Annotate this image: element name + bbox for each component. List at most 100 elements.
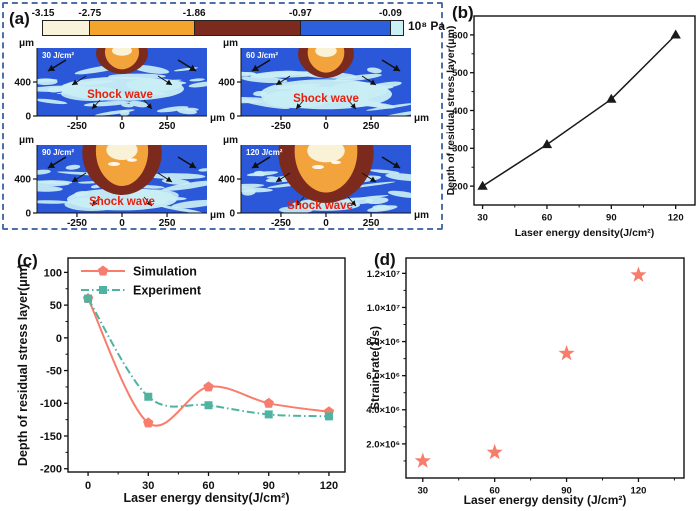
svg-text:250: 250 xyxy=(363,121,380,132)
svg-text:μm: μm xyxy=(210,210,225,221)
svg-text:500: 500 xyxy=(452,68,468,79)
svg-text:60 J/cm²: 60 J/cm² xyxy=(246,51,278,60)
panel-b-label: (b) xyxy=(452,3,474,22)
svg-text:μm: μm xyxy=(210,113,225,124)
svg-text:-250: -250 xyxy=(67,218,87,229)
svg-text:250: 250 xyxy=(159,121,176,132)
chart-sim-vs-experiment: 0 30 60 90 120 100 50 0 -50 -100 -150 -200 Simulatio… xyxy=(15,250,372,511)
colorbar-segment xyxy=(43,21,90,35)
svg-text:30 J/cm²: 30 J/cm² xyxy=(42,51,74,60)
svg-text:400: 400 xyxy=(218,78,235,89)
svg-text:400: 400 xyxy=(14,78,31,89)
svg-text:μm: μm xyxy=(414,210,429,221)
svg-text:6.0×10⁶: 6.0×10⁶ xyxy=(366,371,400,382)
colorbar-segment xyxy=(389,21,403,35)
svg-text:2.0×10⁶: 2.0×10⁶ xyxy=(366,439,400,450)
svg-text:4.0×10⁶: 4.0×10⁶ xyxy=(366,405,400,416)
svg-text:600: 600 xyxy=(452,30,468,41)
chart-d-svg: 30 60 90 120 2.0×10⁶ 4.0×10⁶ 6.0×10⁶ 8.0×10⁶ 1.0… xyxy=(366,257,685,507)
chart-b-svg: 30 60 90 120 200 300 400 500 600 Laser energy den… xyxy=(445,15,696,239)
svg-text:250: 250 xyxy=(363,218,380,229)
svg-text:Simulation: Simulation xyxy=(133,265,197,279)
svg-text:400: 400 xyxy=(14,175,31,186)
colorbar-unit-label: 10⁸ Pa xyxy=(408,19,446,33)
svg-text:-100: -100 xyxy=(40,398,62,410)
colorbar-tick-label: -0.09 xyxy=(378,8,402,19)
svg-text:0: 0 xyxy=(323,121,329,132)
svg-text:Laser energy density(J/cm²): Laser energy density(J/cm²) xyxy=(123,491,289,505)
panel-d-label: (d) xyxy=(374,250,396,269)
svg-text:-150: -150 xyxy=(40,431,62,443)
svg-text:0: 0 xyxy=(119,218,125,229)
colorbar-tick-label: -3.15 xyxy=(31,8,55,19)
svg-text:50: 50 xyxy=(50,300,62,312)
svg-text:Shock wave: Shock wave xyxy=(293,93,359,105)
svg-text:Laser energy density (J/cm²): Laser energy density (J/cm²) xyxy=(464,493,627,507)
svg-text:30: 30 xyxy=(142,480,154,492)
svg-text:-50: -50 xyxy=(46,366,62,378)
svg-text:90: 90 xyxy=(263,480,275,492)
svg-text:0: 0 xyxy=(229,112,235,123)
svg-text:90: 90 xyxy=(561,486,572,497)
svg-text:30: 30 xyxy=(477,213,488,224)
contour-subplot-3: Shock wave 90 J/cm² μm 400 0 -250 0 250 μm xyxy=(14,135,225,229)
contour-subplot-grid: Shock wave 30 J/cm² μm 400 0 -250 0 250 μm Shock … xyxy=(4,4,441,229)
svg-text:60: 60 xyxy=(542,213,553,224)
svg-text:120: 120 xyxy=(631,486,647,497)
svg-text:μm: μm xyxy=(414,113,429,124)
svg-text:60: 60 xyxy=(489,486,500,497)
svg-text:200: 200 xyxy=(452,182,468,193)
panel-a-simulation-group: (a) -3.15 -2.75 -1.86 -0.97 -0.09 10⁸ Pa Sho… xyxy=(2,2,446,230)
svg-text:0: 0 xyxy=(119,121,125,132)
svg-text:400: 400 xyxy=(452,106,468,117)
svg-text:30: 30 xyxy=(417,486,428,497)
svg-text:0: 0 xyxy=(25,112,31,123)
svg-text:0: 0 xyxy=(56,333,62,345)
svg-text:μm: μm xyxy=(223,135,238,146)
chart-strain-rate: 30 60 90 120 2.0×10⁶ 4.0×10⁶ 6.0×10⁶ 8.0×10⁶ 1.0… xyxy=(366,250,700,511)
svg-text:120: 120 xyxy=(668,213,684,224)
svg-text:0: 0 xyxy=(85,480,91,492)
svg-text:60: 60 xyxy=(202,480,214,492)
svg-text:Shock wave: Shock wave xyxy=(87,89,153,101)
svg-text:90: 90 xyxy=(606,213,617,224)
svg-text:μm: μm xyxy=(19,135,34,146)
colorbar-tick-label: -0.97 xyxy=(288,8,312,19)
colorbar-segment xyxy=(299,21,390,35)
svg-text:Shock wave: Shock wave xyxy=(287,200,353,212)
chart-c-svg: 0 30 60 90 120 100 50 0 -50 -100 -150 -200 Simulatio… xyxy=(16,257,346,505)
svg-text:Laser energy density(J/cm²): Laser energy density(J/cm²) xyxy=(515,227,654,239)
colorbar-segment xyxy=(89,21,194,35)
svg-text:Experiment: Experiment xyxy=(133,284,202,298)
svg-text:8.0×10⁶: 8.0×10⁶ xyxy=(366,337,400,348)
svg-text:0: 0 xyxy=(323,218,329,229)
svg-text:120: 120 xyxy=(320,480,338,492)
svg-text:μm: μm xyxy=(19,38,34,49)
contour-subplot-1: Shock wave 30 J/cm² μm 400 0 -250 0 250 μm xyxy=(14,38,225,132)
svg-text:Strain rate(1/s): Strain rate(1/s) xyxy=(368,326,382,410)
colorbar-tick-label: -2.75 xyxy=(78,8,102,19)
svg-text:90 J/cm²: 90 J/cm² xyxy=(42,148,74,157)
colorbar-tick-label: -1.86 xyxy=(182,8,206,19)
panel-a-label: (a) xyxy=(9,9,30,28)
svg-text:0: 0 xyxy=(229,209,235,220)
svg-text:Shock wave: Shock wave xyxy=(89,196,155,208)
chart-depth-vs-energy: 30 60 90 120 200 300 400 500 600 Laser energy den… xyxy=(445,0,700,248)
svg-text:1.2×10⁷: 1.2×10⁷ xyxy=(367,269,400,280)
svg-text:-250: -250 xyxy=(271,218,291,229)
svg-text:100: 100 xyxy=(44,267,62,279)
svg-text:400: 400 xyxy=(218,175,235,186)
panel-c-label: (c) xyxy=(17,251,38,270)
svg-text:-250: -250 xyxy=(271,121,291,132)
svg-text:0: 0 xyxy=(25,209,31,220)
svg-text:120 J/cm²: 120 J/cm² xyxy=(246,148,283,157)
svg-text:Depth of residual stress layer: Depth of residual stress layer(μm) xyxy=(16,264,30,466)
svg-text:300: 300 xyxy=(452,144,468,155)
svg-text:μm: μm xyxy=(223,38,238,49)
svg-text:-250: -250 xyxy=(67,121,87,132)
colorbar-segment xyxy=(193,21,300,35)
svg-text:1.0×10⁷: 1.0×10⁷ xyxy=(367,303,400,314)
contour-subplot-2: Shock wave 60 J/cm² μm 400 0 -250 0 250 μm xyxy=(218,38,429,132)
svg-text:-200: -200 xyxy=(40,464,62,476)
